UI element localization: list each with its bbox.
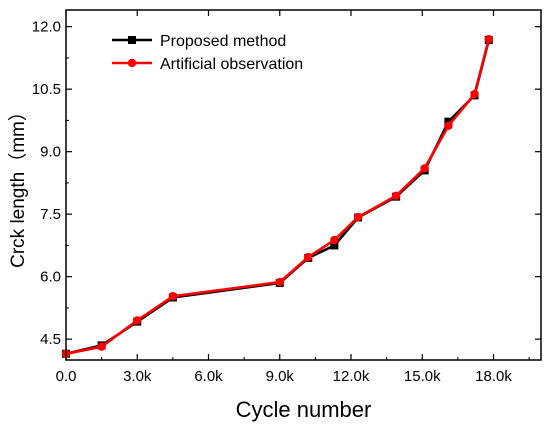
axes-ticks	[65, 10, 541, 360]
legend: Proposed method Artificial observation	[112, 33, 303, 73]
series-point-1	[304, 252, 313, 262]
series-point-1	[275, 277, 284, 287]
y-tick-label: 10.5	[32, 81, 61, 98]
x-tick-label: 18.0k	[475, 368, 512, 385]
legend-item-proposed-method: Proposed method	[112, 33, 286, 50]
series-point-1	[470, 89, 479, 99]
x-axis-title: Cycle number	[236, 397, 372, 422]
series-line-0	[65, 39, 491, 356]
plot-frame	[65, 9, 542, 361]
series-point-1	[444, 121, 453, 131]
series-point-1	[484, 34, 493, 44]
series-point-1	[391, 191, 401, 201]
series-point-1	[168, 292, 178, 301]
series-point-1	[420, 164, 429, 173]
y-axis-title: Crck length（mm）	[7, 102, 29, 268]
x-tick-label: 3.0k	[123, 368, 152, 385]
y-tick-label: 4.5	[40, 331, 61, 348]
legend-label-artificial-observation: Artificial observation	[160, 56, 303, 73]
series-point-1	[133, 316, 142, 325]
y-tick-label: 9.0	[40, 144, 61, 161]
x-tick-label: 12.0k	[333, 368, 370, 385]
series-point-1	[97, 342, 106, 351]
x-tick-label: 9.0k	[266, 368, 295, 385]
legend-marker-artificial-observation	[127, 58, 137, 68]
x-tick-label: 0.0	[56, 368, 77, 385]
y-tick-label: 6.0	[40, 269, 61, 286]
series-point-1	[353, 212, 363, 222]
x-tick-label: 15.0k	[404, 368, 441, 385]
y-tick-label: 12.0	[32, 19, 61, 36]
legend-item-artificial-observation: Artificial observation	[112, 56, 303, 73]
y-tick-label: 7.5	[40, 206, 61, 223]
legend-label-proposed-method: Proposed method	[160, 33, 286, 50]
x-tick-label: 6.0k	[194, 368, 223, 385]
series-line-1	[65, 38, 491, 356]
legend-marker-proposed-method	[128, 36, 136, 44]
series-point-0	[330, 241, 339, 250]
tick-labels: 0.0 3.0k 6.0k 9.0k 12.0k 15.0k 18.0k 4.5 6.0 7.5 9…	[32, 19, 513, 385]
plot-content	[61, 34, 493, 358]
series-point-1	[330, 235, 339, 245]
